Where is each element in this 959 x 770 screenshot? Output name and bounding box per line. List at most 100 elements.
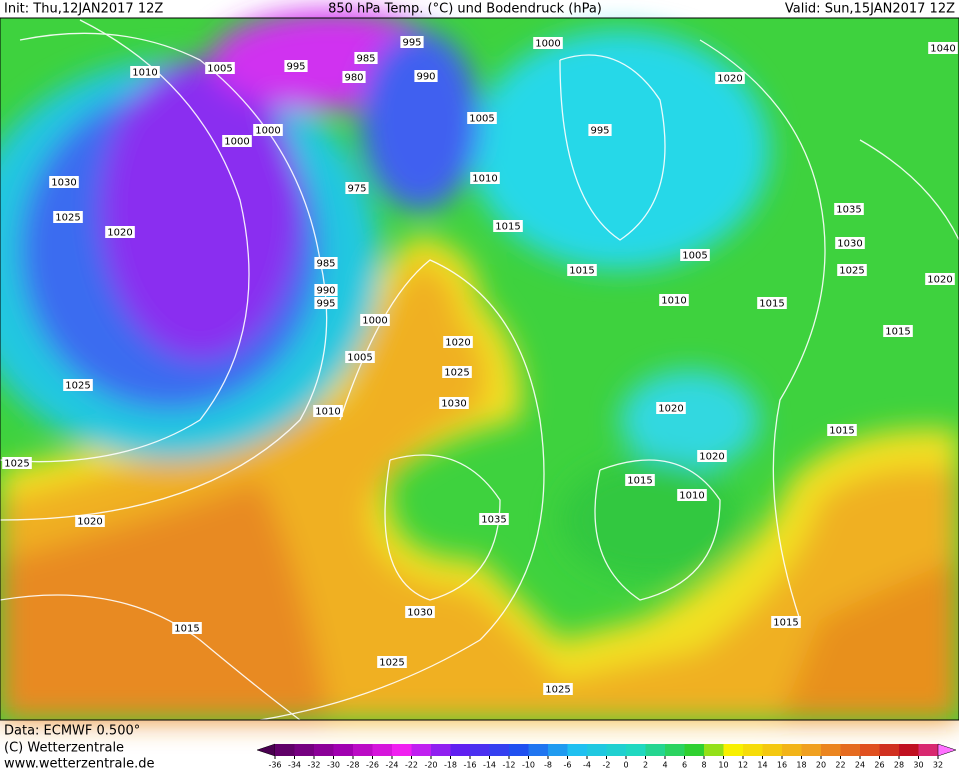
isobar-label: 1005 (682, 251, 707, 262)
colorbar-bin (782, 744, 802, 756)
isobar-label-box (533, 37, 563, 49)
isobar-label: 1025 (545, 685, 570, 696)
isobar-label: 1000 (224, 137, 249, 148)
isobar-label-box (835, 237, 865, 249)
isobar-label: 1015 (627, 476, 652, 487)
isobar-label-box (837, 264, 867, 276)
colorbar-bin (645, 744, 666, 756)
isobar-label-box (625, 474, 655, 486)
colorbar-tick-label: 6 (682, 761, 687, 770)
isobar-label-box (314, 284, 338, 296)
isobar-label-box (405, 606, 435, 618)
colorbar-bin (509, 744, 529, 756)
map-frame (0, 17, 959, 721)
colorbar-tick-label: -26 (366, 761, 379, 770)
isobar-label-box (313, 405, 343, 417)
colorbar-bin (899, 744, 919, 756)
colorbar-tick-label: -12 (502, 761, 515, 770)
colorbar-bin (470, 744, 490, 756)
colorbar-arrow-low (256, 743, 276, 757)
isobar-label-box (757, 297, 787, 309)
colorbar-bin (762, 744, 783, 756)
colorbar-bin (743, 744, 763, 756)
colorbar-tick-label: 2 (643, 761, 648, 770)
isobar-label: 995 (316, 299, 335, 310)
colorbar-tick-label: -30 (327, 761, 340, 770)
isobar-label: 1020 (77, 517, 102, 528)
colorbar-bin (392, 744, 412, 756)
isobar-label-box (928, 42, 958, 54)
isobar-label-box (345, 351, 375, 363)
colorbar-tick-label: 8 (701, 761, 706, 770)
isobar-label: 995 (590, 126, 609, 137)
colorbar-tick-label: 14 (757, 761, 767, 770)
isobar-label-box (677, 489, 707, 501)
isobar-label: 985 (356, 54, 375, 65)
isobar-label-box (63, 379, 93, 391)
data-source: Data: ECMWF 0.500° (4, 724, 140, 739)
isobar-label: 1000 (535, 39, 560, 50)
colorbar-tick-label: 0 (623, 761, 628, 770)
isobar-label: 1025 (4, 459, 29, 470)
colorbar-tick-label: -6 (564, 761, 572, 770)
colorbar-bin (879, 744, 900, 756)
isobar-label-box (414, 70, 438, 82)
isobar-label-box (314, 257, 338, 269)
colorbar-bin (723, 744, 744, 756)
isobar-label-box (883, 325, 913, 337)
isobar-label-box (467, 112, 497, 124)
isobar-label-box (470, 172, 500, 184)
colorbar-tick-label: -20 (424, 761, 437, 770)
isobar-label-box (49, 176, 79, 188)
colorbar-bin (275, 744, 295, 756)
isobar-label-box (659, 294, 689, 306)
isobar-label-box (588, 124, 612, 136)
isobar-label: 1030 (407, 608, 432, 619)
colorbar-tick-label: 28 (894, 761, 904, 770)
isobar-label-box (253, 124, 283, 136)
colorbar-bin (860, 744, 880, 756)
isobar-label: 1015 (495, 222, 520, 233)
isobar-labels: 1010 1005 995 985 980 990 995 1000 1000 1020 1040 1… (2, 36, 958, 696)
isobar-label-box (479, 513, 509, 525)
isobar-label: 975 (347, 184, 366, 195)
isobar-label-box (715, 72, 745, 84)
colorbar-tick-label: -16 (463, 761, 476, 770)
isobar-label-box (53, 211, 83, 223)
colorbar-tick-label: 24 (855, 761, 865, 770)
isobar-label-box (680, 249, 710, 261)
colorbar-tick-label: -28 (346, 761, 359, 770)
colorbar-bin (587, 744, 607, 756)
isobar-label: 1040 (930, 44, 955, 55)
colorbar-bin (294, 744, 315, 756)
colorbar-bin (918, 744, 939, 756)
colorbar-bin (567, 744, 588, 756)
colorbar-tick-label: 16 (777, 761, 787, 770)
isobar-label-box (443, 336, 473, 348)
colorbar-bin (548, 744, 568, 756)
isobar-label-box (222, 135, 252, 147)
isobar-label: 980 (344, 73, 363, 84)
isobar-label-box (377, 656, 407, 668)
isobar-label-box (75, 515, 105, 527)
isobar-label: 1030 (51, 178, 76, 189)
isobar-label: 1015 (174, 624, 199, 635)
isobar-label-box (697, 450, 727, 462)
colorbar-tick-label: -4 (583, 761, 591, 770)
isobar-label: 1010 (472, 174, 497, 185)
colorbar-tick-label: 32 (933, 761, 943, 770)
colorbar-arrow-high (937, 743, 957, 757)
isobar-label-box (130, 66, 160, 78)
isobar-label: 1020 (717, 74, 742, 85)
isobar-label-box (834, 203, 864, 215)
colorbar-bin (450, 744, 471, 756)
colorbar-bin (353, 744, 373, 756)
isobar-label-box (543, 683, 573, 695)
colorbar-bin (528, 744, 549, 756)
isobar-label-box (360, 314, 390, 326)
colorbar-tick-label: -24 (385, 761, 398, 770)
isobar-label-box (827, 424, 857, 436)
colorbar: -36 -34 -32 -30 -28 -26 -24 -22 -20 -18 -16 -14 -12-… (256, 743, 957, 770)
isobar-label: 1015 (773, 618, 798, 629)
